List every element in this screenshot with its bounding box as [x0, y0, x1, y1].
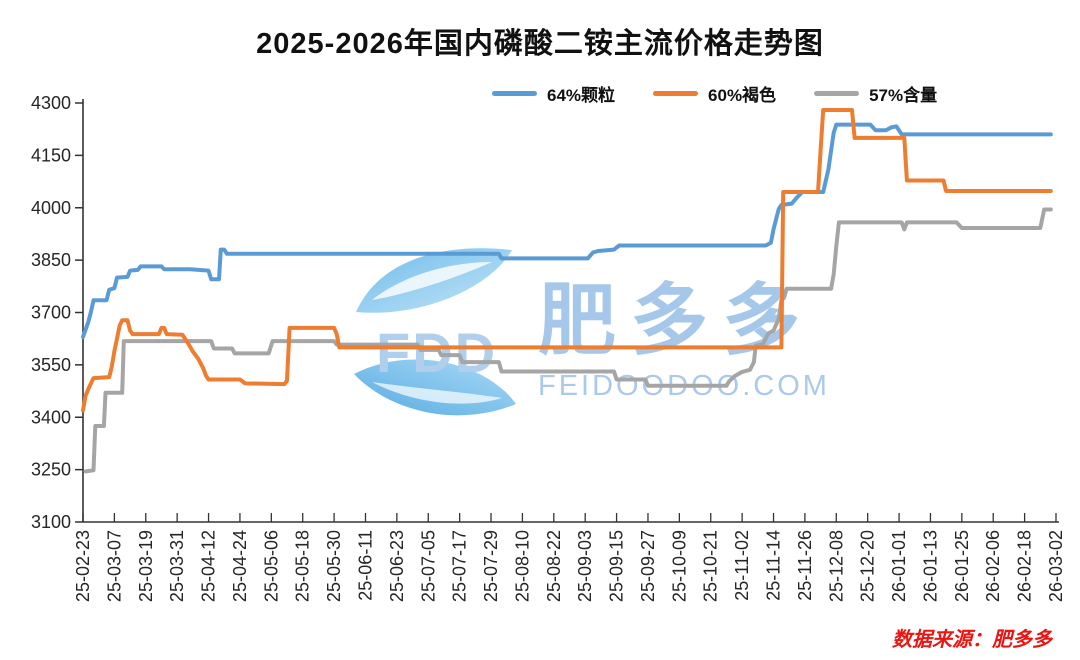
chart-title: 2025-2026年国内磷酸二铵主流价格走势图 — [256, 28, 824, 60]
x-tick-label: 25-09-27 — [638, 530, 658, 602]
x-tick-label: 25-03-07 — [104, 530, 124, 602]
x-tick-label: 26-02-18 — [1015, 530, 1035, 602]
x-tick-label: 25-07-05 — [418, 530, 438, 602]
legend-swatch-icon — [814, 91, 860, 96]
x-tick-label: 25-02-23 — [73, 530, 93, 602]
y-tick-label: 3250 — [31, 460, 71, 480]
x-tick-label: 25-10-21 — [701, 530, 721, 602]
x-tick-label: 26-03-02 — [1046, 530, 1066, 602]
x-tick-label: 25-03-19 — [136, 530, 156, 602]
data-source-note: 数据来源：肥多多 — [892, 629, 1052, 651]
x-tick-label: 26-02-06 — [983, 530, 1003, 602]
x-tick-label: 25-12-08 — [826, 530, 846, 602]
x-tick-label: 25-05-18 — [293, 530, 313, 602]
x-tick-label: 25-11-14 — [764, 530, 784, 601]
x-tick-label: 25-04-12 — [199, 530, 219, 602]
legend-label: 60%褐色 — [708, 86, 777, 105]
x-tick-label: 26-01-25 — [952, 530, 972, 602]
x-tick-label: 25-10-09 — [669, 530, 689, 602]
y-tick-label: 4000 — [31, 198, 71, 218]
series-line-60%褐色 — [81, 108, 1053, 413]
x-tick-label: 25-08-10 — [512, 530, 532, 602]
x-tick-label: 26-01-13 — [920, 530, 940, 602]
y-tick-label: 3850 — [31, 250, 71, 270]
x-tick-label: 25-05-30 — [324, 530, 344, 602]
x-tick-label: 25-03-31 — [167, 530, 187, 602]
legend-item-0: 64%颗粒 — [492, 81, 615, 106]
x-tick-label: 25-08-22 — [544, 530, 564, 602]
x-tick-label: 25-06-23 — [387, 530, 407, 602]
y-tick-label: 3700 — [31, 303, 71, 323]
x-tick-label: 25-11-02 — [732, 530, 752, 601]
x-tick-label: 25-07-17 — [450, 530, 470, 602]
y-tick-label: 4150 — [31, 145, 71, 165]
legend-swatch-icon — [653, 91, 699, 96]
legend-item-2: 57%含量 — [814, 81, 937, 106]
x-tick-label: 25-09-15 — [607, 530, 627, 602]
legend-label: 64%颗粒 — [547, 86, 616, 105]
legend-item-1: 60%褐色 — [653, 81, 776, 106]
x-tick-label: 26-01-01 — [889, 530, 909, 602]
x-tick-label: 25-05-06 — [261, 530, 281, 602]
x-tick-label: 25-11-26 — [795, 530, 815, 601]
x-tick-label: 25-06-11 — [355, 530, 375, 601]
x-tick-label: 25-07-29 — [481, 530, 501, 602]
x-tick-label: 25-04-24 — [230, 530, 250, 602]
x-tick-label: 25-12-20 — [858, 530, 878, 602]
legend-label: 57%含量 — [869, 86, 938, 105]
legend-swatch-icon — [492, 91, 537, 96]
x-tick-label: 25-09-03 — [575, 530, 595, 602]
y-tick-label: 4300 — [31, 93, 71, 113]
y-tick-label: 3100 — [31, 512, 71, 532]
series-line-64%颗粒 — [81, 122, 1053, 339]
y-tick-label: 3550 — [31, 355, 71, 375]
legend: 64%颗粒 60%褐色 57%含量 — [492, 81, 937, 106]
series-line-57%含量 — [83, 207, 1053, 474]
y-tick-label: 3400 — [31, 407, 71, 427]
